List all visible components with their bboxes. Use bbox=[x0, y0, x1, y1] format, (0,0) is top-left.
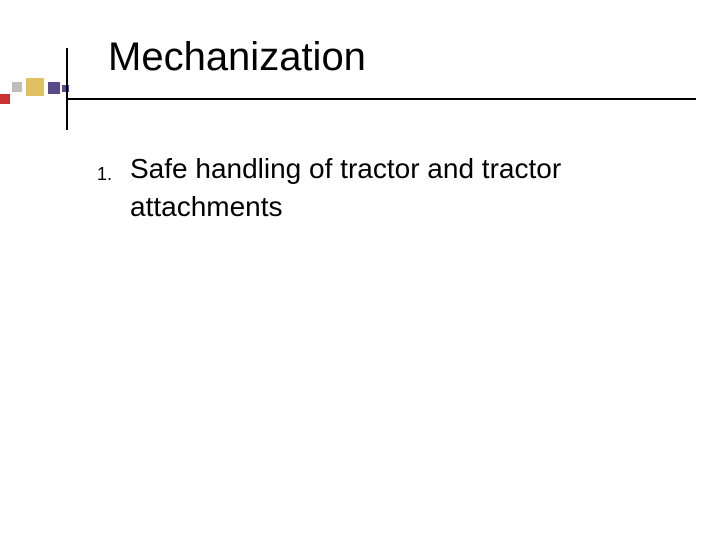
deco-square-red bbox=[0, 94, 10, 104]
deco-square-purple bbox=[48, 82, 60, 94]
corner-decoration bbox=[0, 78, 75, 110]
list-item-number: 1. bbox=[88, 150, 112, 192]
title-block: Mechanization bbox=[108, 35, 680, 80]
deco-square-gold bbox=[26, 78, 44, 96]
title-rule-horizontal bbox=[66, 98, 696, 100]
title-rule-vertical bbox=[66, 48, 68, 130]
list-item-text: Safe handling of tractor and tractor att… bbox=[130, 150, 680, 226]
list-item: 1. Safe handling of tractor and tractor … bbox=[88, 150, 680, 226]
deco-square-gray bbox=[12, 82, 22, 92]
body-block: 1. Safe handling of tractor and tractor … bbox=[88, 150, 680, 226]
slide-title: Mechanization bbox=[108, 35, 680, 80]
slide: Mechanization 1. Safe handling of tracto… bbox=[0, 0, 720, 540]
